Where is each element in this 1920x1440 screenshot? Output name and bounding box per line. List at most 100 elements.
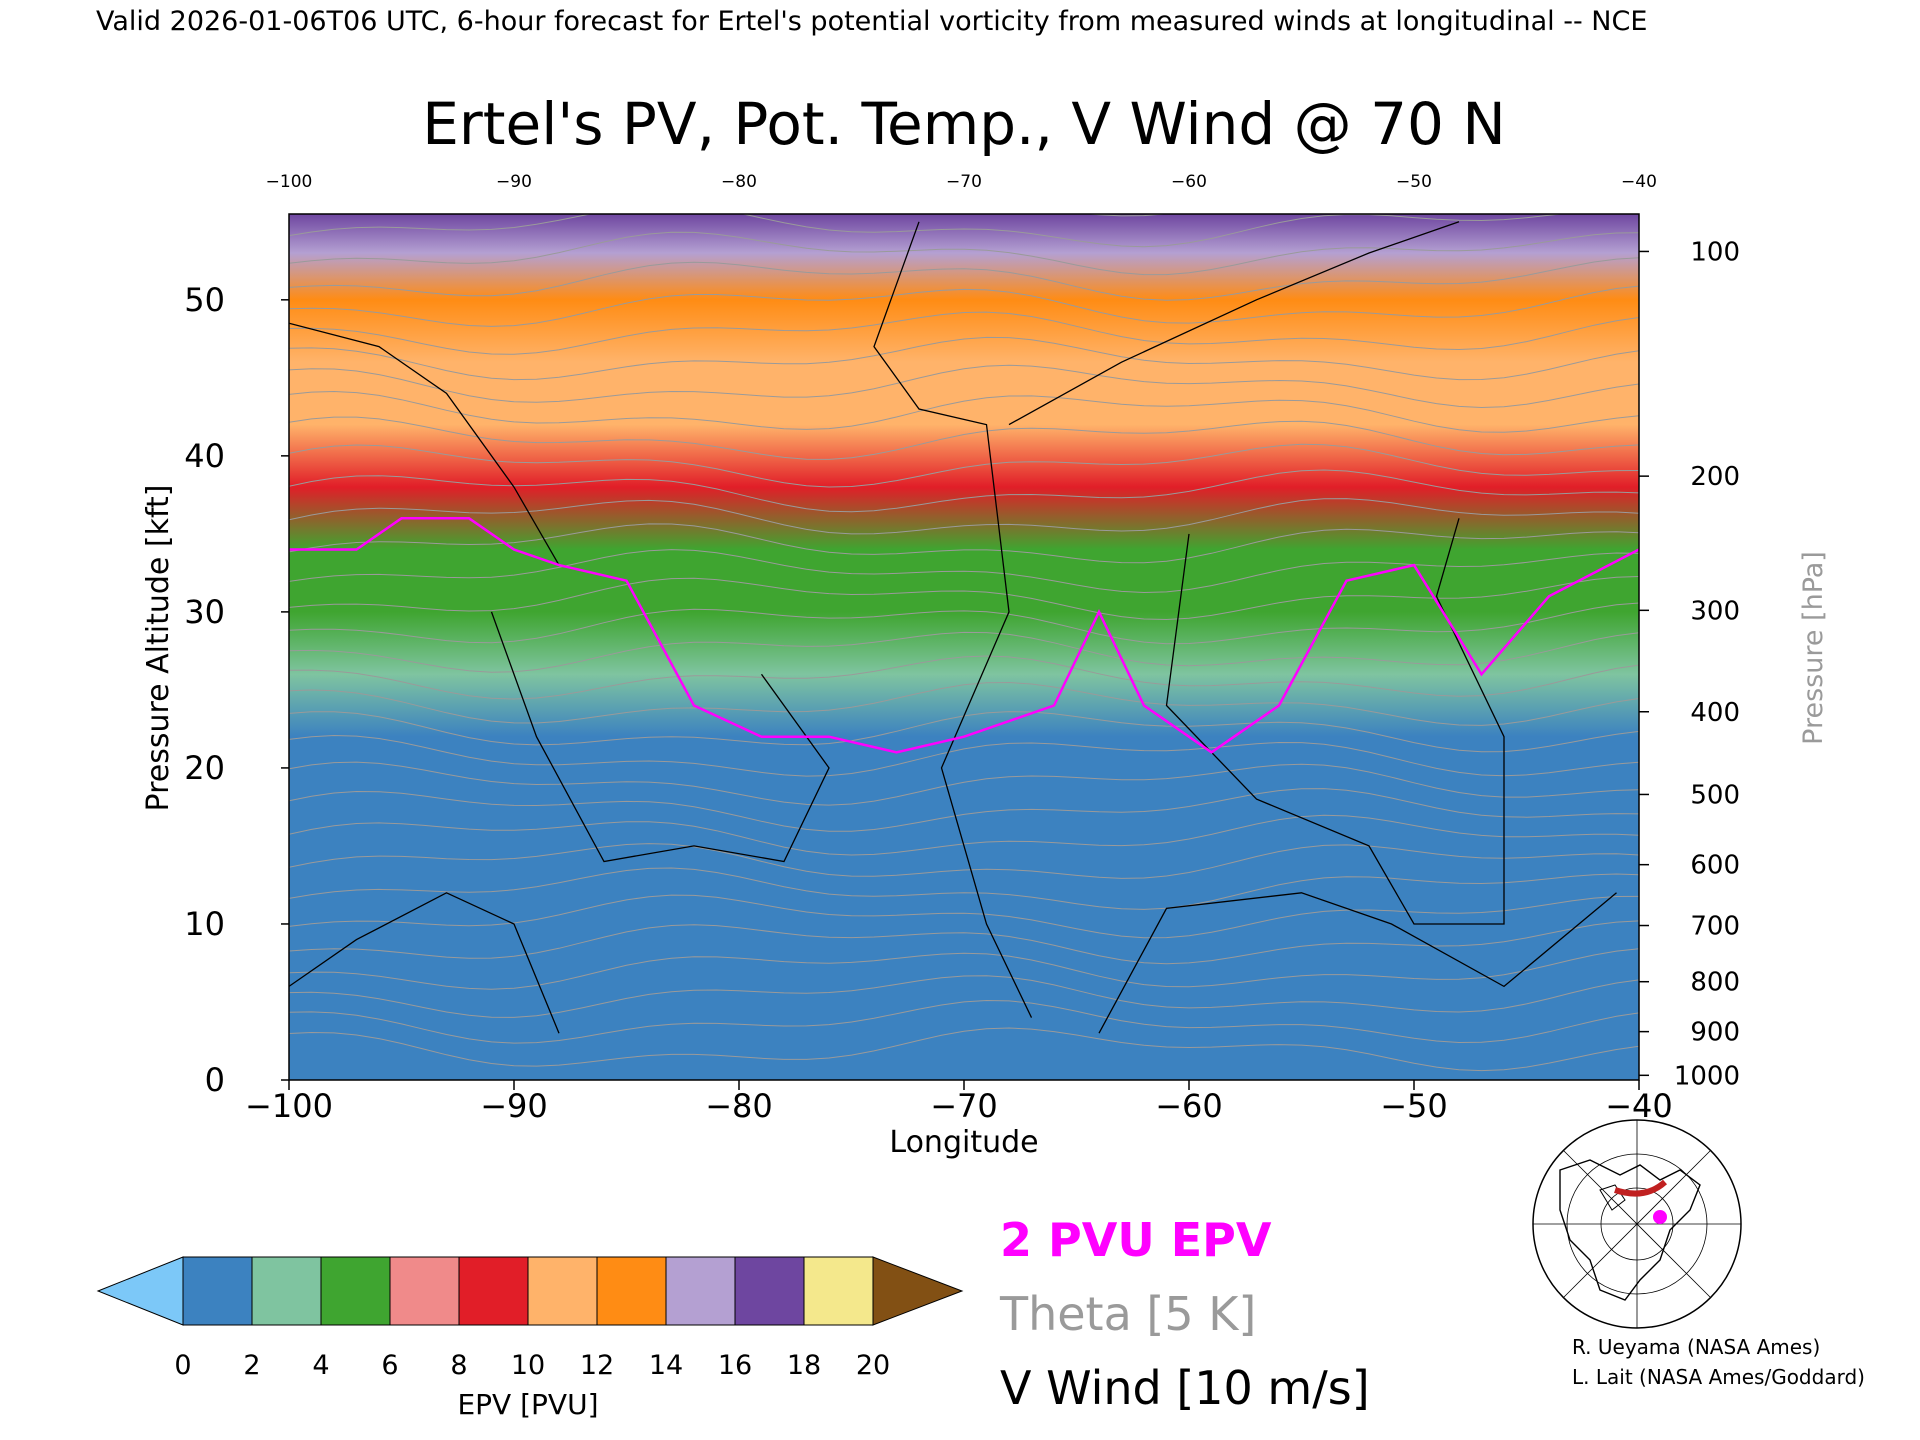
theta-contour: [289, 734, 1639, 777]
pressure-tick-label: 500: [1690, 780, 1740, 810]
y-tick-label: 0: [205, 1061, 225, 1099]
y2-axis-label: Pressure [hPa]: [1798, 551, 1829, 745]
x-axis-label: Longitude: [889, 1125, 1038, 1160]
epv-field: [289, 214, 1639, 1080]
locator-map: [1532, 1119, 1742, 1329]
theta-contour: [289, 285, 1639, 327]
theta-contour: [289, 920, 1639, 965]
top-axis: −100 −90 −80 −70 −60 −50 −40: [266, 172, 1657, 192]
chart-title: Ertel's PV, Pot. Temp., V Wind @ 70 N: [422, 90, 1505, 158]
y-tick-label: 30: [184, 593, 225, 631]
y-tick-label: 40: [184, 437, 225, 475]
wind-contour: [1098, 892, 1617, 1034]
pressure-tick-label: 300: [1690, 596, 1740, 626]
top-tick-label: −90: [496, 172, 532, 192]
theta-contour: [289, 214, 1566, 248]
legend-epv: 2 PVU EPV: [1000, 1213, 1272, 1267]
wind-contour: [289, 322, 560, 566]
plot-field: [289, 214, 1639, 1080]
y-tick-label: 10: [184, 905, 225, 943]
tropopause-2pvu-contour: [289, 517, 1639, 754]
x-axis: −100 −90 −80 −70 −60 −50 −40: [245, 1080, 1673, 1125]
colorbar-tick-label: 14: [649, 1350, 683, 1381]
theta-contour: [289, 867, 1639, 910]
pressure-tick-label: 700: [1690, 912, 1740, 942]
pressure-tick-label: 900: [1690, 1018, 1740, 1048]
colorbar-dividers: [251, 1257, 805, 1325]
x-tick-label: −70: [930, 1087, 998, 1125]
theta-contour: [289, 1027, 1639, 1072]
theta-contour: [289, 894, 1639, 939]
y-axis: 0 10 20 30 40 50: [184, 281, 289, 1099]
theta-contour: [289, 443, 1639, 488]
theta-contour: [289, 843, 1639, 879]
top-tick-label: −100: [266, 172, 313, 192]
legend-theta: Theta [5 K]: [999, 1287, 1256, 1341]
top-tick-label: −70: [946, 172, 982, 192]
colorbar: 0 2 4 6 8 10 12 14 16 18 20 EPV [PVU]: [96, 1256, 964, 1421]
theta-contour: [289, 416, 1639, 460]
theta-contour: [289, 999, 1639, 1044]
theta-contour: [289, 576, 1639, 621]
theta-contour: [289, 257, 1639, 301]
pressure-tick-label: 400: [1690, 698, 1740, 728]
x-tick-label: −40: [1605, 1087, 1673, 1125]
top-tick-label: −80: [721, 172, 757, 192]
colorbar-tick-label: 2: [243, 1350, 260, 1381]
v-wind-contours: [289, 221, 1617, 1034]
theta-contour: [289, 948, 1639, 990]
colorbar-tick-label: 6: [381, 1350, 398, 1381]
wind-contour: [1008, 221, 1460, 426]
header-text: Valid 2026-01-06T06 UTC, 6-hour forecast…: [96, 6, 1647, 37]
theta-contour: [289, 681, 1639, 726]
top-tick-label: −50: [1396, 172, 1432, 192]
x-tick-label: −100: [245, 1087, 333, 1125]
top-tick-label: −40: [1621, 172, 1657, 192]
theta-contour: [289, 788, 1639, 832]
theta-contour: [289, 523, 1639, 564]
pressure-tick-label: 600: [1690, 851, 1740, 881]
colorbar-ticks: 0 2 4 6 8 10 12 14 16 18 20: [174, 1350, 890, 1381]
pressure-tick-label: 100: [1690, 237, 1740, 267]
top-tick-label: −60: [1171, 172, 1207, 192]
x-tick-label: −50: [1380, 1087, 1448, 1125]
theta-contour: [289, 311, 1639, 355]
theta-contour: [289, 469, 1639, 513]
theta-contour: [289, 655, 1639, 700]
colorbar-label: EPV [PVU]: [457, 1388, 598, 1421]
colorbar-tick-label: 4: [312, 1350, 329, 1381]
colorbar-under-arrow: [96, 1256, 184, 1326]
colorbar-tick-label: 12: [580, 1350, 614, 1381]
theta-contour: [289, 231, 1639, 276]
credit-line-1: R. Ueyama (NASA Ames): [1572, 1335, 1820, 1359]
x-tick-label: −90: [480, 1087, 548, 1125]
colorbar-over-arrow: [872, 1256, 964, 1326]
pressure-tick-label: 200: [1690, 462, 1740, 492]
pressure-tick-label: 1000: [1674, 1061, 1740, 1091]
wind-contour: [873, 221, 1033, 1018]
theta-contour: [289, 975, 1639, 1018]
wind-contour: [490, 611, 830, 863]
wind-contour: [289, 892, 560, 1034]
wind-contour: [1165, 518, 1505, 925]
theta-contour: [289, 602, 1639, 645]
x-tick-label: −60: [1155, 1087, 1223, 1125]
pressure-tick-label: 800: [1690, 968, 1740, 998]
colorbar-tick-label: 18: [787, 1350, 821, 1381]
colorbar-tick-label: 10: [511, 1350, 545, 1381]
theta-contour: [289, 498, 1639, 535]
credit-line-2: L. Lait (NASA Ames/Goddard): [1572, 1365, 1865, 1389]
y-tick-label: 50: [184, 281, 225, 319]
colorbar-tick-label: 16: [718, 1350, 752, 1381]
theta-contour: [289, 336, 1639, 381]
legend-wind: V Wind [10 m/s]: [1000, 1361, 1370, 1415]
x-tick-label: −80: [705, 1087, 773, 1125]
y-tick-label: 20: [184, 749, 225, 787]
theta-contour: [289, 761, 1639, 806]
pressure-axis: 100 200 300 400 500 600 700 800 900 1000: [1639, 237, 1740, 1091]
theta-contour: [289, 364, 1639, 409]
colorbar-tick-label: 8: [450, 1350, 467, 1381]
theta-contour: [289, 631, 1639, 673]
y-axis-label: Pressure Altitude [kft]: [141, 485, 176, 812]
